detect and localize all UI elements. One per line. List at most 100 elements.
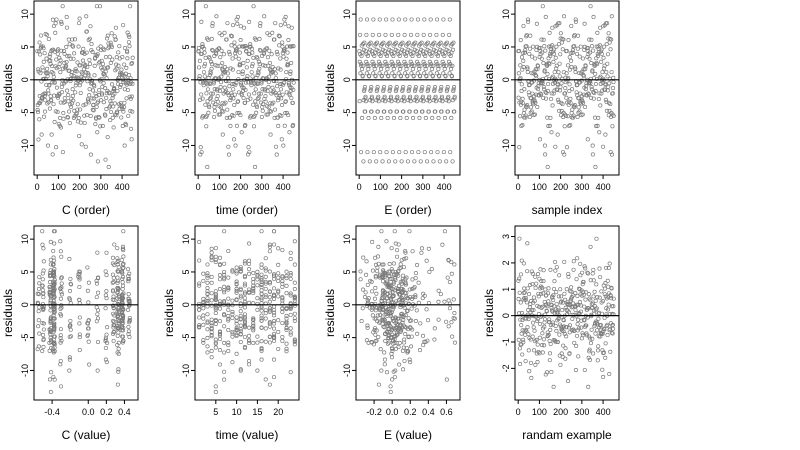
data-point [524, 316, 529, 321]
data-point [603, 355, 608, 360]
data-point [59, 19, 64, 24]
data-point [89, 42, 94, 47]
data-point [554, 66, 559, 71]
data-point [112, 86, 117, 91]
data-point [36, 324, 41, 329]
data-point [280, 274, 285, 279]
data-point [517, 78, 522, 83]
data-point [399, 312, 404, 317]
data-point [574, 90, 579, 95]
data-point [381, 262, 386, 267]
data-point [561, 343, 566, 348]
data-point [259, 308, 264, 313]
data-point [121, 265, 126, 270]
points-group [196, 4, 296, 170]
data-point [285, 63, 291, 68]
data-point [292, 239, 297, 244]
data-point [50, 80, 55, 85]
data-point [65, 115, 71, 120]
data-point [438, 292, 443, 297]
data-point [258, 91, 263, 96]
data-point [84, 14, 89, 19]
data-point [438, 40, 443, 45]
data-point [213, 305, 218, 310]
data-point [280, 275, 285, 280]
data-point [45, 101, 50, 106]
data-point [231, 87, 236, 92]
data-point [611, 113, 616, 118]
data-point [574, 302, 579, 307]
data-point [527, 305, 532, 310]
data-point [65, 54, 70, 59]
data-point [118, 84, 123, 90]
data-point [519, 82, 524, 87]
data-point [429, 67, 435, 72]
data-point [546, 286, 551, 291]
data-point [263, 274, 268, 279]
data-point [369, 94, 374, 99]
points-group [516, 236, 616, 389]
data-point [381, 268, 386, 273]
data-point [595, 358, 600, 363]
data-point [382, 350, 387, 355]
data-point [596, 334, 601, 339]
data-point [557, 273, 562, 278]
data-point [389, 355, 395, 360]
data-point [126, 329, 131, 334]
data-point [449, 259, 454, 265]
data-point [410, 67, 415, 72]
data-point [226, 286, 231, 291]
data-point [436, 115, 441, 121]
data-point [566, 378, 571, 384]
data-point [130, 109, 135, 114]
data-point [545, 304, 550, 309]
data-point [281, 143, 286, 148]
data-point [399, 290, 404, 295]
data-point [58, 100, 63, 105]
data-point [531, 78, 536, 83]
data-point [267, 269, 272, 274]
data-point [551, 51, 557, 56]
data-point [263, 311, 268, 316]
data-point [58, 336, 63, 341]
data-point [450, 47, 456, 52]
data-point [533, 285, 538, 290]
data-point [566, 63, 571, 68]
data-point [238, 288, 243, 293]
data-point [516, 337, 521, 342]
data-point [234, 269, 239, 274]
data-point [578, 303, 583, 308]
data-point [394, 87, 399, 92]
data-point [576, 105, 581, 110]
data-point [408, 360, 413, 365]
data-point [366, 67, 371, 72]
data-point [535, 360, 540, 365]
data-point [47, 54, 52, 59]
data-point [373, 275, 378, 280]
data-point [435, 17, 440, 22]
data-point [99, 98, 104, 103]
data-point [39, 132, 44, 137]
data-point [53, 21, 58, 26]
data-point [558, 287, 563, 292]
data-point [287, 93, 292, 98]
data-point [276, 246, 281, 251]
data-point [126, 332, 131, 337]
data-point [521, 337, 526, 342]
data-point [222, 269, 227, 275]
data-point [48, 316, 53, 321]
data-point [59, 338, 64, 343]
data-point [222, 275, 227, 280]
data-point [600, 70, 605, 75]
data-point [238, 339, 243, 345]
data-point [111, 275, 116, 280]
data-point [428, 71, 433, 76]
data-point [109, 44, 114, 50]
data-point [558, 362, 563, 367]
data-point [48, 315, 54, 320]
data-point [518, 272, 523, 277]
data-point [59, 90, 65, 95]
data-point [88, 152, 93, 157]
data-point [579, 325, 584, 330]
x-tick-label: 15 [252, 407, 262, 417]
